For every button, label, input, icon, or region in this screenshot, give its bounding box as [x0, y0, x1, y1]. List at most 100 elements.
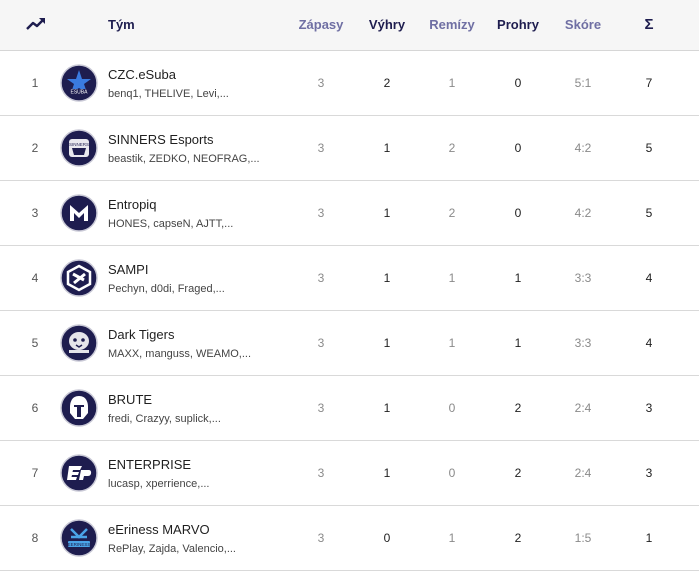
- svg-text:ESUBA: ESUBA: [71, 90, 89, 96]
- wins-cell: 1: [383, 401, 391, 415]
- team-name-link[interactable]: Entropiq: [108, 197, 157, 212]
- header-sum[interactable]: Σ: [644, 16, 654, 33]
- draws-cell: 1: [448, 531, 456, 545]
- team-name-link[interactable]: SINNERS Esports: [108, 132, 214, 147]
- sum-cell: 3: [645, 401, 653, 415]
- draws-cell: 2: [448, 206, 456, 220]
- table-header: Tým Zápasy Výhry Remízy Prohry Skóre Σ: [0, 0, 699, 51]
- played-cell: 3: [317, 141, 325, 155]
- losses-cell: 1: [514, 336, 522, 350]
- svg-text:SINNERS: SINNERS: [69, 142, 89, 147]
- table-row[interactable]: 5 Dark Tigers MAXX, manguss, WEAMO,... 3 1 1 1…: [0, 311, 699, 376]
- played-cell: 3: [317, 271, 325, 285]
- rank-cell: 7: [31, 466, 39, 480]
- sum-cell: 5: [645, 206, 653, 220]
- played-cell: 3: [317, 466, 325, 480]
- sampi-logo-icon[interactable]: [60, 259, 98, 297]
- draws-cell: 0: [448, 466, 456, 480]
- tiger-logo-icon[interactable]: [60, 324, 98, 362]
- rank-cell: 3: [31, 206, 39, 220]
- losses-cell: 0: [514, 76, 522, 90]
- trend-icon[interactable]: [26, 0, 48, 50]
- team-players: fredi, Crazyy, suplick,...: [108, 413, 221, 425]
- table-row[interactable]: 4 SAMPI Pechyn, d0di, Fraged,... 3 1 1 1 3:3 4: [0, 246, 699, 311]
- played-cell: 3: [317, 206, 325, 220]
- table-row[interactable]: 7 ENTERPRISE lucasp, xperrience,... 3 1 0 2 2:4…: [0, 441, 699, 506]
- svg-text:EERINESS: EERINESS: [68, 542, 91, 547]
- header-team[interactable]: Tým: [108, 17, 135, 32]
- wins-cell: 1: [383, 206, 391, 220]
- wins-cell: 2: [383, 76, 391, 90]
- team-players: Pechyn, d0di, Fraged,...: [108, 283, 225, 295]
- draws-cell: 2: [448, 141, 456, 155]
- team-players: benq1, THELIVE, Levi,...: [108, 88, 229, 100]
- team-name-link[interactable]: BRUTE: [108, 392, 153, 407]
- table-row[interactable]: 8 EERINESS eEriness MARVO RePlay, Zajda, Va…: [0, 506, 699, 571]
- team-name-link[interactable]: Dark Tigers: [108, 327, 175, 342]
- team-players: RePlay, Zajda, Valencio,...: [108, 543, 236, 555]
- played-cell: 3: [317, 336, 325, 350]
- team-players: HONES, capseN, AJTT,...: [108, 218, 234, 230]
- draws-cell: 1: [448, 336, 456, 350]
- team-players: lucasp, xperrience,...: [108, 478, 210, 490]
- losses-cell: 1: [514, 271, 522, 285]
- wins-cell: 1: [383, 141, 391, 155]
- losses-cell: 2: [514, 401, 522, 415]
- score-cell: 1:5: [574, 531, 592, 545]
- helmet-logo-icon[interactable]: [60, 389, 98, 427]
- played-cell: 3: [317, 401, 325, 415]
- team-name-link[interactable]: SAMPI: [108, 262, 149, 277]
- table-row[interactable]: 3 Entropiq HONES, capseN, AJTT,... 3 1 2 0 4:2 5: [0, 181, 699, 246]
- score-cell: 5:1: [574, 76, 592, 90]
- score-cell: 3:3: [574, 271, 592, 285]
- wins-cell: 0: [383, 531, 391, 545]
- losses-cell: 0: [514, 206, 522, 220]
- team-name-link[interactable]: ENTERPRISE: [108, 457, 192, 472]
- score-cell: 2:4: [574, 466, 592, 480]
- table-row[interactable]: 2 SINNERS SINNERS Esports beastik, ZEDKO, N…: [0, 116, 699, 181]
- eeriness-logo-icon[interactable]: EERINESS: [60, 519, 98, 557]
- sum-cell: 7: [645, 76, 653, 90]
- enterprise-logo-icon[interactable]: [60, 454, 98, 492]
- losses-cell: 2: [514, 531, 522, 545]
- sum-cell: 3: [645, 466, 653, 480]
- header-draws[interactable]: Remízy: [429, 17, 475, 32]
- sum-cell: 5: [645, 141, 653, 155]
- table-row[interactable]: 6 BRUTE fredi, Crazyy, suplick,... 3 1 0 2 2:4 3: [0, 376, 699, 441]
- rank-cell: 4: [31, 271, 39, 285]
- sum-cell: 1: [645, 531, 653, 545]
- header-wins[interactable]: Výhry: [368, 17, 406, 32]
- team-players: MAXX, manguss, WEAMO,...: [108, 348, 252, 360]
- score-cell: 4:2: [574, 206, 592, 220]
- rank-cell: 8: [31, 531, 39, 545]
- played-cell: 3: [317, 76, 325, 90]
- header-losses[interactable]: Prohry: [497, 17, 539, 32]
- draws-cell: 1: [448, 76, 456, 90]
- table-row[interactable]: 1 ESUBA CZC.eSuba benq1, THELIVE, Levi,... 3…: [0, 51, 699, 116]
- draws-cell: 1: [448, 271, 456, 285]
- losses-cell: 2: [514, 466, 522, 480]
- played-cell: 3: [317, 531, 325, 545]
- draws-cell: 0: [448, 401, 456, 415]
- entropiq-logo-icon[interactable]: [60, 194, 98, 232]
- wins-cell: 1: [383, 336, 391, 350]
- star-logo-icon[interactable]: ESUBA: [60, 64, 98, 102]
- score-cell: 3:3: [574, 336, 592, 350]
- rank-cell: 5: [31, 336, 39, 350]
- header-score[interactable]: Skóre: [564, 17, 602, 32]
- score-cell: 4:2: [574, 141, 592, 155]
- losses-cell: 0: [514, 141, 522, 155]
- wins-cell: 1: [383, 271, 391, 285]
- sum-cell: 4: [645, 271, 653, 285]
- header-played[interactable]: Zápasy: [298, 17, 344, 32]
- team-players: beastik, ZEDKO, NEOFRAG,...: [108, 153, 260, 165]
- team-name-link[interactable]: eEriness MARVO: [108, 522, 210, 537]
- rank-cell: 6: [31, 401, 39, 415]
- score-cell: 2:4: [574, 401, 592, 415]
- sum-cell: 4: [645, 336, 653, 350]
- rank-cell: 1: [31, 76, 39, 90]
- sinners-logo-icon[interactable]: SINNERS: [60, 129, 98, 167]
- team-name-link[interactable]: CZC.eSuba: [108, 67, 176, 82]
- rank-cell: 2: [31, 141, 39, 155]
